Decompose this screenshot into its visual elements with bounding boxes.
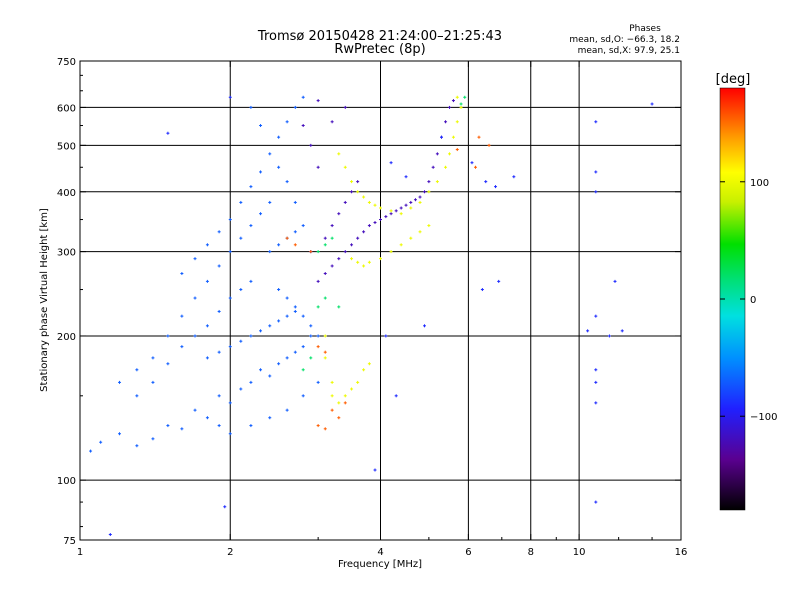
y-tick-label: 300 (57, 248, 76, 259)
y-tick-label: 500 (57, 141, 76, 152)
colorbar-ticks: −100 0 100 (720, 178, 777, 423)
colorbar-tick-label: 100 (750, 178, 769, 189)
x-tick-label: 8 (528, 547, 534, 558)
grid-lines (80, 61, 681, 540)
stats-line-x: mean, sd,X: 97.9, 25.1 (578, 46, 680, 56)
data-points (89, 95, 654, 537)
y-axis-label: Stationary phase Virtual Height [km] (39, 208, 50, 392)
stats-heading: Phases (629, 24, 661, 34)
y-tick-label: 750 (57, 57, 76, 68)
x-tick-label: 2 (227, 547, 233, 558)
chart-title: Tromsø 20150428 21:24:00–21:25:43 (257, 29, 502, 44)
colorbar-tick-label: −100 (750, 412, 777, 423)
colorbar-label: [deg] (716, 72, 751, 87)
colorbar-tick-label: 0 (750, 295, 756, 306)
y-axis-ticks: 75 100 200 300 400 500 600 750 (57, 57, 681, 547)
x-axis-ticks: 1 2 4 6 8 10 16 (77, 61, 688, 558)
x-tick-label: 16 (675, 547, 688, 558)
x-axis-label: Frequency [MHz] (338, 559, 422, 570)
y-tick-label: 400 (57, 188, 76, 199)
stats-line-o: mean, sd,O: −66.3, 18.2 (569, 35, 680, 45)
y-tick-label: 200 (57, 332, 76, 343)
x-tick-label: 10 (573, 547, 586, 558)
y-tick-label: 75 (63, 536, 76, 547)
x-tick-label: 1 (77, 547, 83, 558)
y-tick-label: 600 (57, 103, 76, 114)
x-tick-label: 4 (377, 547, 383, 558)
x-tick-label: 6 (465, 547, 471, 558)
chart-subtitle: RwPretec (8p) (334, 42, 425, 57)
y-tick-label: 100 (57, 476, 76, 487)
